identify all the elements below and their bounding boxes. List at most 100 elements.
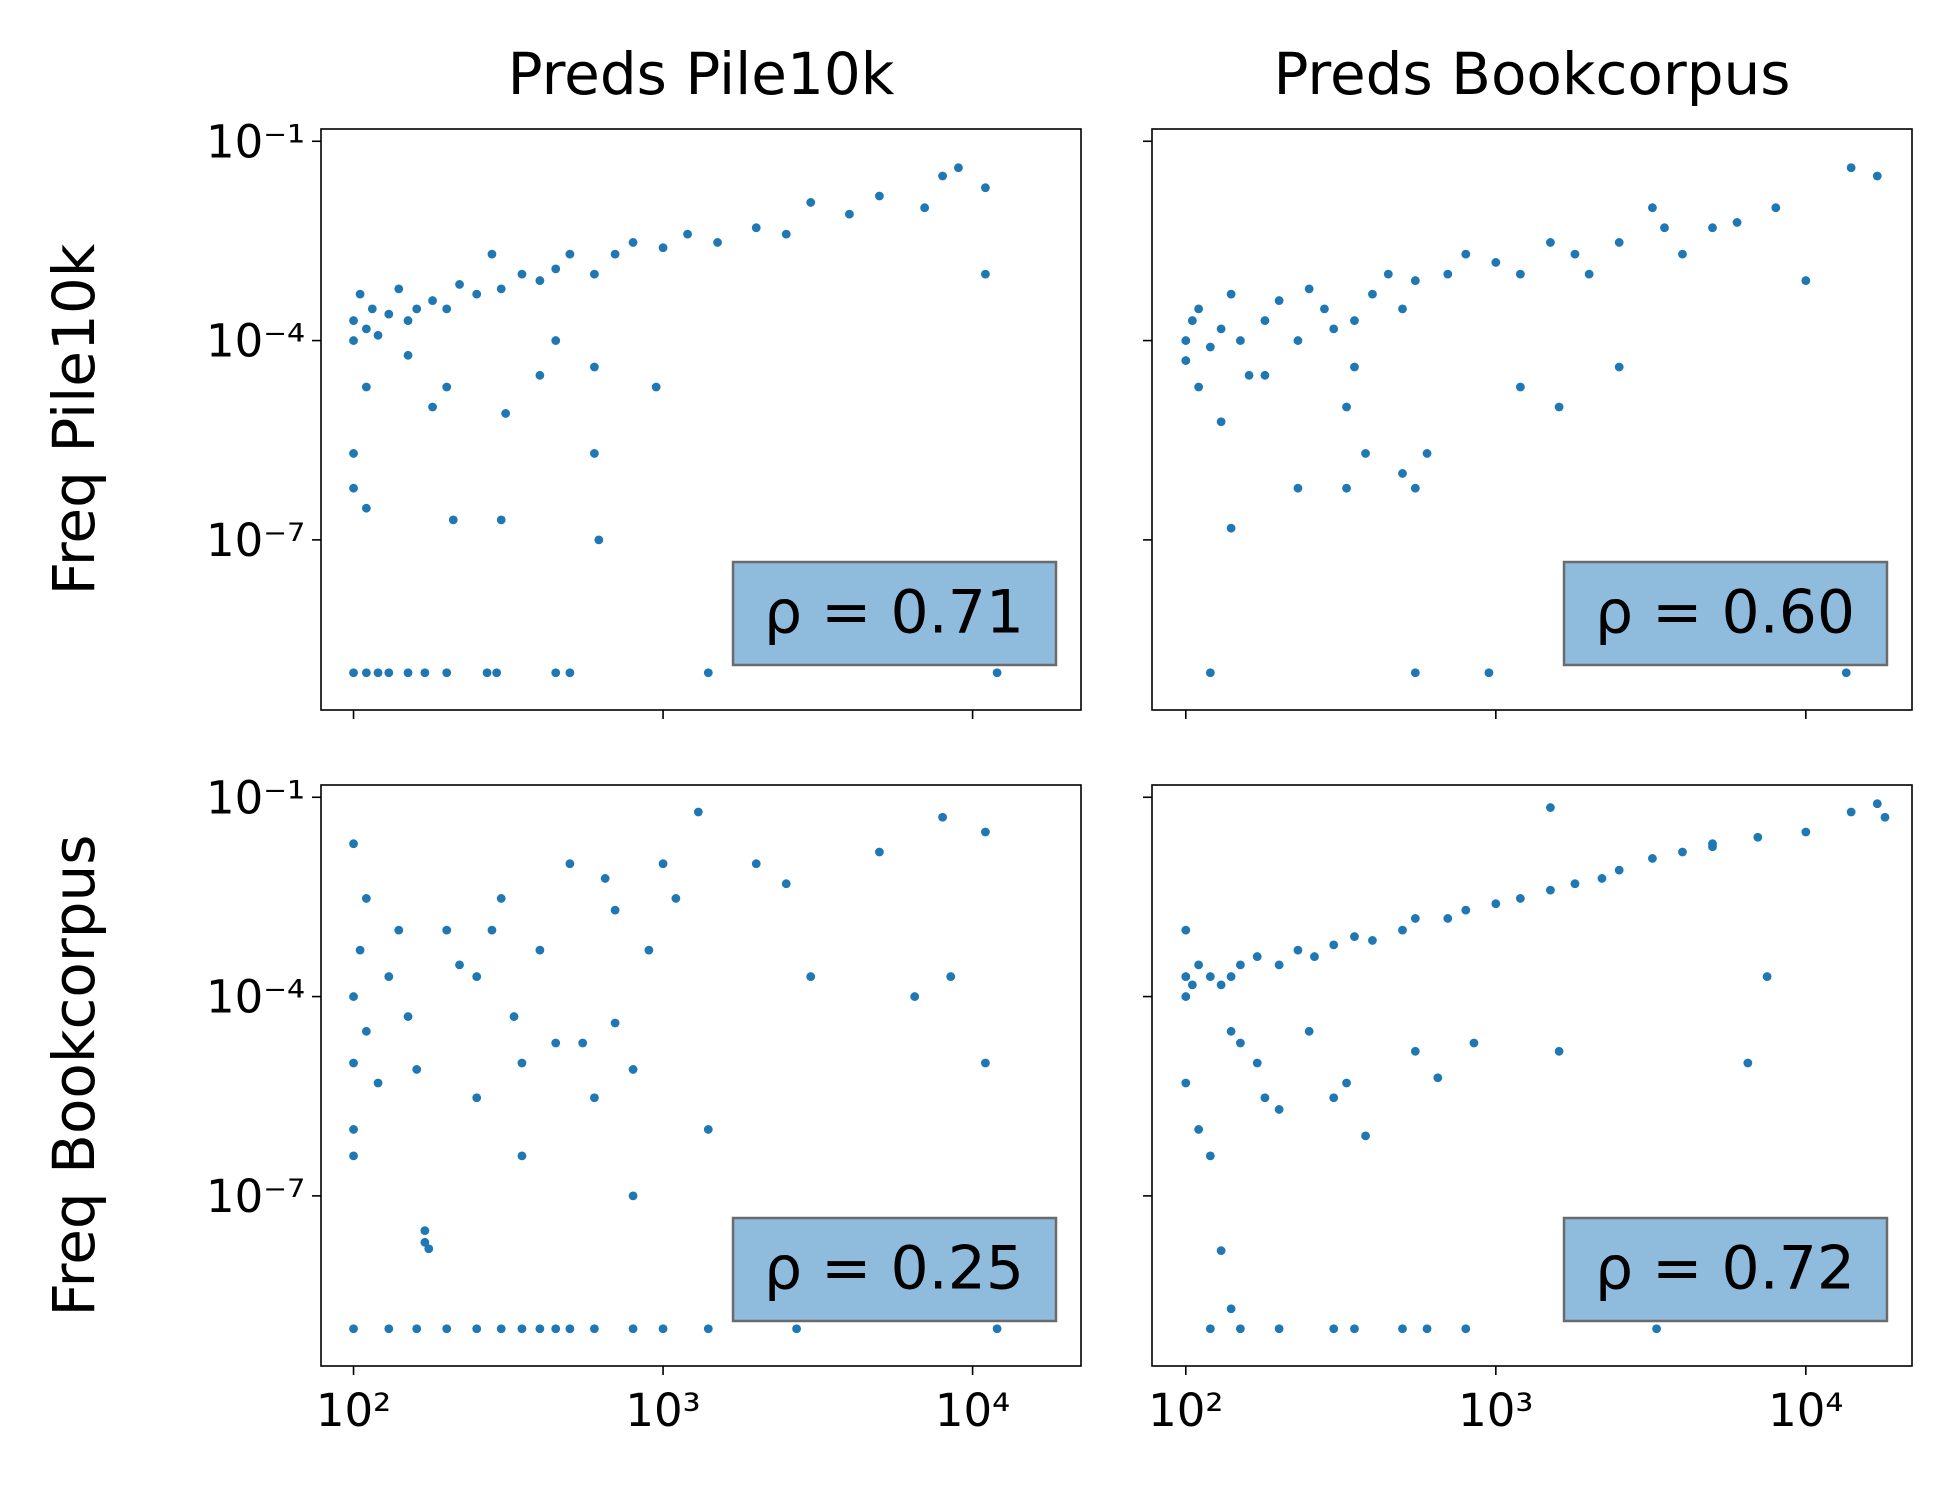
point xyxy=(600,874,610,883)
point xyxy=(517,1058,527,1068)
point xyxy=(1771,203,1781,213)
point xyxy=(367,304,377,314)
point xyxy=(658,859,668,869)
point xyxy=(420,668,430,678)
point xyxy=(1762,972,1772,981)
point xyxy=(472,972,482,981)
panel-title: Preds Bookcorpus xyxy=(1273,40,1790,108)
point xyxy=(1846,163,1856,173)
point xyxy=(1252,1058,1262,1068)
point xyxy=(420,1226,430,1236)
point xyxy=(981,827,990,837)
point xyxy=(403,668,413,678)
panel-title: Preds Pile10k xyxy=(508,40,895,108)
point xyxy=(551,264,561,274)
point xyxy=(1350,1324,1359,1334)
point xyxy=(1329,1324,1339,1334)
point xyxy=(442,382,452,392)
point xyxy=(1383,269,1393,279)
point xyxy=(355,945,365,955)
point xyxy=(1801,276,1811,285)
point xyxy=(1293,945,1303,955)
x-tick-label: 10⁴ xyxy=(1768,1384,1843,1437)
point xyxy=(384,1324,394,1334)
point xyxy=(594,535,604,545)
point xyxy=(551,336,561,345)
point xyxy=(1304,1026,1314,1036)
point xyxy=(1410,668,1420,678)
point xyxy=(1597,874,1607,883)
point xyxy=(1660,223,1669,233)
point xyxy=(1570,879,1580,889)
point xyxy=(1181,336,1191,345)
point xyxy=(361,324,371,334)
point xyxy=(1461,905,1471,915)
point xyxy=(1422,1324,1432,1334)
point xyxy=(703,668,713,678)
point xyxy=(373,668,383,678)
point xyxy=(910,992,920,1001)
point xyxy=(628,238,638,247)
point xyxy=(349,839,358,849)
point xyxy=(1398,469,1407,478)
point xyxy=(1880,812,1890,822)
point xyxy=(349,483,358,493)
point xyxy=(472,1093,482,1103)
annotation-box xyxy=(1562,1216,1889,1323)
point xyxy=(1648,854,1657,863)
point xyxy=(403,316,413,325)
point xyxy=(1274,1324,1284,1334)
point xyxy=(1194,304,1204,314)
point xyxy=(644,945,654,955)
point xyxy=(920,203,930,213)
point xyxy=(683,229,692,239)
point xyxy=(1801,827,1811,837)
point xyxy=(394,284,404,294)
point xyxy=(424,1244,434,1254)
point xyxy=(551,668,561,678)
point xyxy=(384,309,394,319)
point xyxy=(1554,402,1564,412)
point xyxy=(535,370,545,380)
point xyxy=(628,1324,638,1334)
point xyxy=(1260,370,1270,380)
point xyxy=(1398,304,1407,314)
point xyxy=(589,269,599,279)
point xyxy=(1226,972,1236,981)
point xyxy=(412,1065,422,1074)
point xyxy=(751,859,761,869)
point xyxy=(1410,483,1420,493)
point xyxy=(1274,960,1284,970)
point xyxy=(361,668,371,678)
point xyxy=(1329,940,1339,950)
point xyxy=(349,1125,358,1134)
point xyxy=(349,1324,358,1334)
point xyxy=(1181,925,1191,935)
x-tick-label: 10³ xyxy=(625,1384,700,1437)
point xyxy=(355,289,365,299)
x-tick-label: 10² xyxy=(1148,1384,1223,1437)
x-tick-label: 10³ xyxy=(1458,1384,1533,1437)
point xyxy=(1678,249,1687,259)
point xyxy=(1194,382,1204,392)
axes-frame xyxy=(320,128,1082,711)
point xyxy=(1293,336,1303,345)
point xyxy=(703,1125,713,1134)
point xyxy=(373,1078,383,1088)
point xyxy=(1260,1093,1270,1103)
point xyxy=(1216,980,1226,990)
point xyxy=(628,1191,638,1201)
point xyxy=(361,894,371,903)
point xyxy=(875,847,884,857)
annotation: ρ = 0.60 xyxy=(1595,578,1855,648)
x-tick-label: 10⁴ xyxy=(935,1384,1010,1437)
point xyxy=(671,894,681,903)
point xyxy=(1226,1026,1236,1036)
point xyxy=(361,382,371,392)
point xyxy=(565,859,575,869)
point xyxy=(349,992,358,1001)
axes-frame xyxy=(1151,784,1913,1367)
point xyxy=(1274,296,1284,305)
point xyxy=(1235,336,1245,345)
point xyxy=(1216,417,1226,427)
